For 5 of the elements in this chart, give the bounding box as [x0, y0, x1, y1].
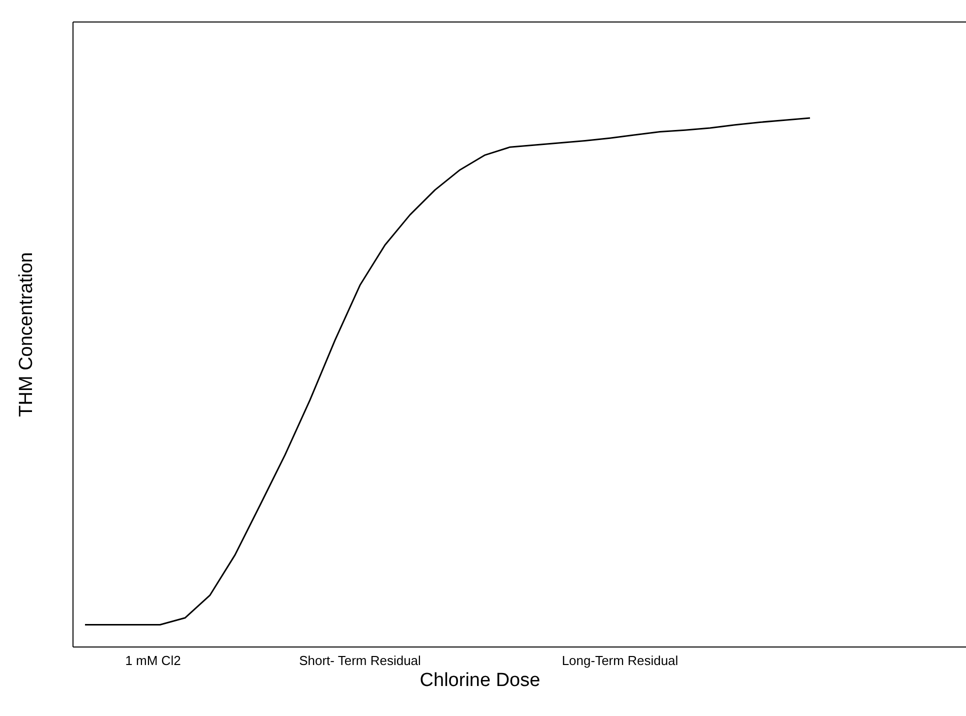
text: 1 mM Cl2 — [125, 653, 181, 668]
text: Short- Term Residual — [299, 653, 422, 668]
x-axis-title: Chlorine Dose — [420, 670, 540, 691]
y-axis-title: THM Concentration — [16, 252, 37, 417]
text: Long-Term Residual — [562, 653, 678, 668]
